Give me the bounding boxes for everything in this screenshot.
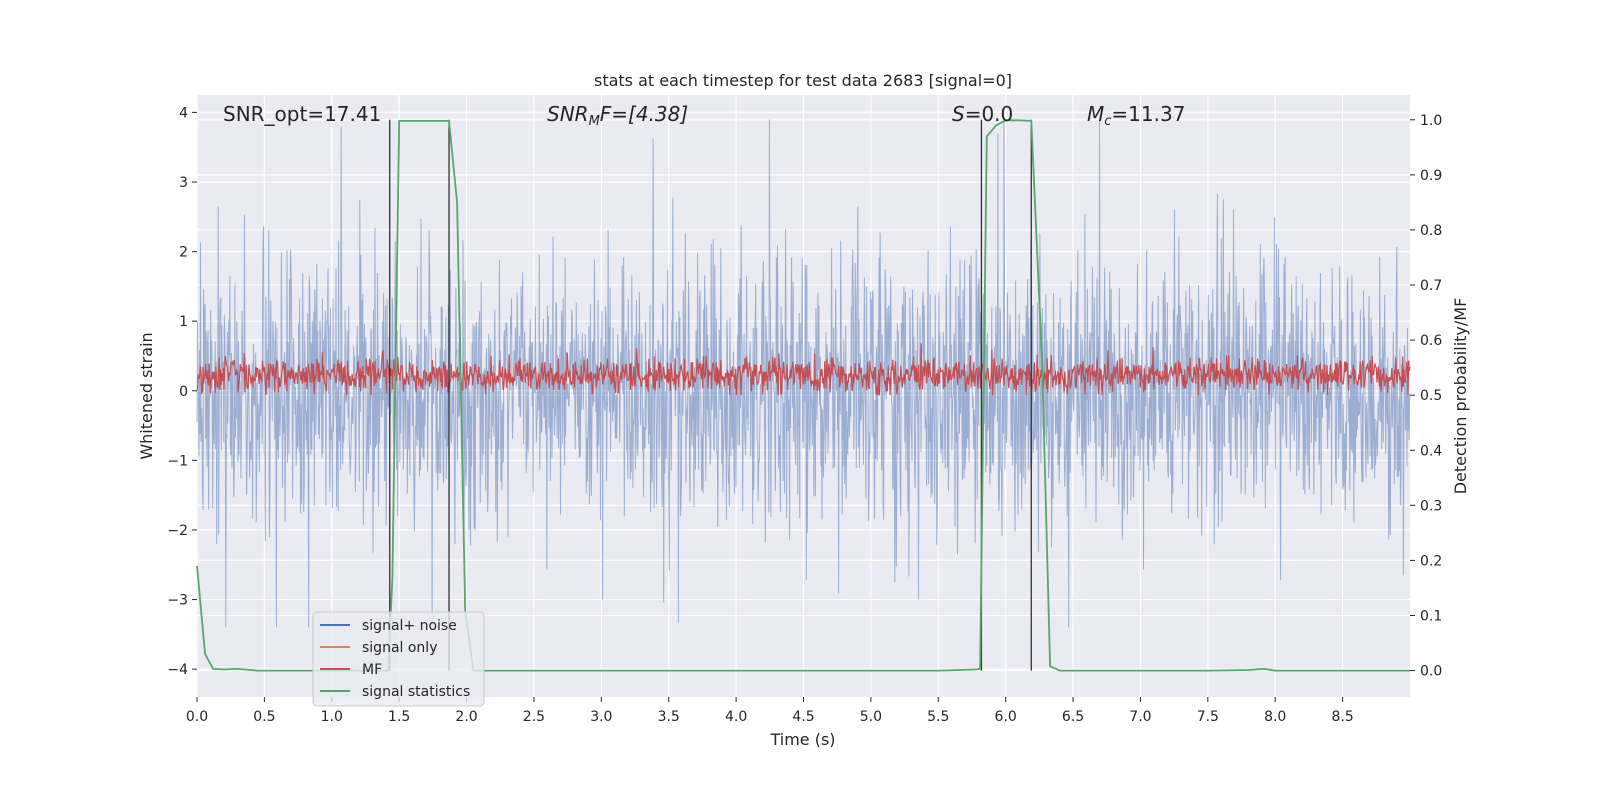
mf-line [196, 343, 1411, 396]
x-tick-label: 3.5 [658, 709, 680, 725]
y-axis-left-ticks: 4 3 2 1 0 −1 −2 −3 −4 [167, 105, 197, 678]
annotation-snr-opt: SNR_opt=17.41 [223, 102, 381, 126]
y-axis-right-label: Detection probability/MF [1451, 298, 1470, 495]
annotation-mc-rest: =11.37 [1111, 102, 1185, 126]
x-tick-label: 1.0 [321, 709, 343, 725]
y-left-tick-label: 4 [179, 105, 188, 121]
legend-label-signal-noise: signal+ noise [362, 618, 457, 634]
x-tick-label: 5.5 [927, 709, 949, 725]
y-right-tick-label: 0.6 [1420, 333, 1442, 349]
y-right-tick-label: 0.9 [1420, 168, 1442, 184]
mf-series [196, 343, 1411, 396]
annotation-s-main: S [952, 102, 965, 126]
signal-statistics-line [196, 119, 1410, 672]
y-left-tick-label: −4 [167, 662, 188, 678]
annotation-snr-mf-main: SNR [547, 102, 589, 126]
y-left-tick-label: 1 [179, 314, 188, 330]
x-tick-label: 4.5 [792, 709, 814, 725]
y-axis-left-label: Whitened strain [137, 332, 156, 459]
x-axis-ticks: 0.0 0.5 1.0 1.5 2.0 2.5 3.0 3.5 4.0 4.5 5.0 5.5 6.0 6… [186, 697, 1354, 725]
x-tick-label: 0.0 [186, 709, 208, 725]
y-right-tick-label: 0.3 [1420, 498, 1442, 514]
y-left-tick-label: 3 [179, 175, 188, 191]
y-right-tick-label: 0.5 [1420, 388, 1442, 404]
x-tick-label: 2.5 [523, 709, 545, 725]
x-tick-label: 6.5 [1062, 709, 1084, 725]
y-right-tick-label: 0.8 [1420, 223, 1442, 239]
y-right-tick-label: 0.4 [1420, 443, 1442, 459]
y-axis-right-ticks: 1.0 0.9 0.8 0.7 0.6 0.5 0.4 0.3 0.2 0.1 0.0 [1410, 113, 1442, 680]
annotation-snr-mf: SNRMF=[4.38] [547, 102, 688, 129]
y-right-tick-label: 0.0 [1420, 664, 1442, 680]
legend-label-mf: MF [362, 662, 382, 678]
annotation-mc-sub: c [1104, 114, 1111, 129]
x-tick-label: 8.5 [1331, 709, 1353, 725]
annotation-s: S=0.0 [952, 102, 1013, 126]
x-tick-label: 6.0 [995, 709, 1017, 725]
legend-label-signal-statistics: signal statistics [362, 684, 470, 700]
x-tick-label: 7.5 [1197, 709, 1219, 725]
annotation-mc-main: M [1087, 102, 1104, 126]
y-left-tick-label: 0 [179, 384, 188, 400]
annotation-s-rest: =0.0 [965, 102, 1014, 126]
x-tick-label: 8.0 [1264, 709, 1286, 725]
y-left-tick-label: −1 [167, 453, 188, 469]
annotation-snr-mf-sub: M [589, 114, 600, 129]
y-left-tick-label: −2 [167, 523, 188, 539]
x-axis-label: Time (s) [769, 730, 835, 749]
x-tick-label: 5.0 [860, 709, 882, 725]
y-right-tick-label: 0.1 [1420, 608, 1442, 624]
annotation-snr-mf-rest: F=[4.38] [600, 102, 688, 126]
x-tick-label: 2.0 [455, 709, 477, 725]
y-left-tick-label: −3 [167, 593, 188, 609]
annotation-mc: Mc=11.37 [1087, 102, 1185, 129]
legend-label-signal-only: signal only [362, 640, 437, 656]
legend: signal+ noise signal only MF signal stat… [312, 611, 485, 707]
y-right-tick-label: 1.0 [1420, 113, 1442, 129]
x-tick-label: 4.0 [725, 709, 747, 725]
chart-title: stats at each timestep for test data 268… [594, 71, 1012, 90]
y-right-tick-label: 0.7 [1420, 278, 1442, 294]
x-tick-label: 0.5 [253, 709, 275, 725]
y-left-tick-label: 2 [179, 245, 188, 261]
y-right-tick-label: 0.2 [1420, 553, 1442, 569]
legend-box [312, 611, 485, 707]
x-tick-label: 1.5 [388, 709, 410, 725]
x-tick-label: 7.0 [1129, 709, 1151, 725]
x-tick-label: 3.0 [590, 709, 612, 725]
signal-statistics-series [196, 119, 1410, 672]
